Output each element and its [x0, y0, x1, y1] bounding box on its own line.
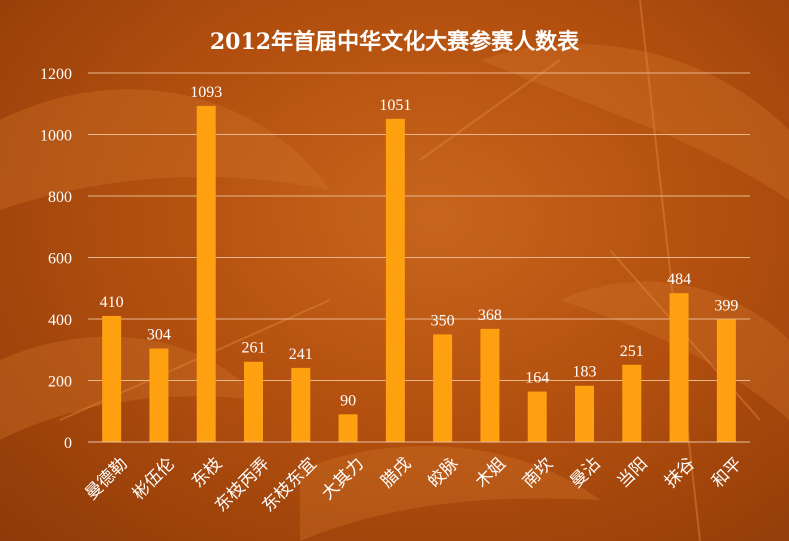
data-label: 164 — [525, 370, 549, 387]
data-label: 261 — [242, 340, 266, 357]
category-label: 曼德勒 — [81, 454, 131, 504]
chart-title: 2012年首届中华文化大赛参赛人数表 — [209, 29, 580, 55]
category-label: 腊戌 — [377, 454, 415, 492]
bar — [480, 328, 500, 442]
category-label: 抹谷 — [661, 454, 699, 492]
bar — [575, 385, 594, 442]
bar — [291, 367, 311, 442]
leaf-shape — [0, 336, 260, 440]
y-axis-ticks: 0 200 400 600 800 1000 1200 — [40, 66, 72, 452]
data-label: 399 — [714, 297, 738, 314]
bar — [385, 118, 405, 442]
y-tick-label: 1200 — [40, 66, 72, 83]
data-label: 350 — [431, 312, 455, 329]
y-tick-label: 200 — [48, 374, 72, 391]
bar — [433, 334, 453, 442]
bar — [338, 414, 358, 442]
y-tick-label: 600 — [48, 251, 72, 268]
data-label: 368 — [478, 307, 502, 324]
data-label: 410 — [100, 294, 124, 311]
leaf-shape — [300, 446, 600, 541]
bar — [622, 364, 642, 442]
data-label: 251 — [620, 343, 644, 360]
bar — [244, 361, 263, 442]
leaf-shape — [0, 89, 330, 210]
data-label: 1051 — [379, 97, 411, 114]
y-tick-label: 400 — [48, 312, 72, 329]
bar — [196, 105, 216, 442]
category-label: 东枝 — [188, 454, 226, 492]
y-tick-label: 800 — [48, 189, 72, 206]
data-label: 241 — [289, 346, 313, 363]
y-tick-label: 0 — [64, 435, 72, 452]
category-label: 和平 — [708, 454, 746, 492]
data-label: 90 — [340, 392, 356, 409]
category-label: 大其力 — [318, 454, 368, 504]
gridlines — [88, 72, 750, 381]
category-label: 曼沾 — [566, 454, 604, 492]
category-label: 皎脉 — [424, 454, 462, 492]
y-tick-label: 1000 — [40, 128, 72, 145]
bars — [102, 105, 736, 442]
category-label: 南坎 — [519, 454, 557, 492]
data-label: 304 — [147, 327, 171, 344]
bar — [669, 293, 689, 442]
category-label: 木姐 — [472, 454, 510, 492]
bar — [527, 391, 547, 442]
bar — [716, 319, 736, 442]
bar — [149, 348, 169, 442]
category-label: 彬伍伦 — [129, 454, 179, 504]
category-label: 当阳 — [614, 454, 652, 492]
data-label: 1093 — [190, 84, 222, 101]
data-label: 484 — [667, 271, 691, 288]
stem-line — [419, 59, 561, 161]
bar — [102, 315, 122, 442]
leaf-shape — [480, 44, 789, 200]
stem-line — [639, 0, 701, 541]
leaf-shape — [560, 281, 789, 420]
data-labels: 410 304 1093 261 241 90 1051 350 368 164 183 251 484… — [100, 84, 739, 409]
data-label: 183 — [573, 364, 597, 381]
